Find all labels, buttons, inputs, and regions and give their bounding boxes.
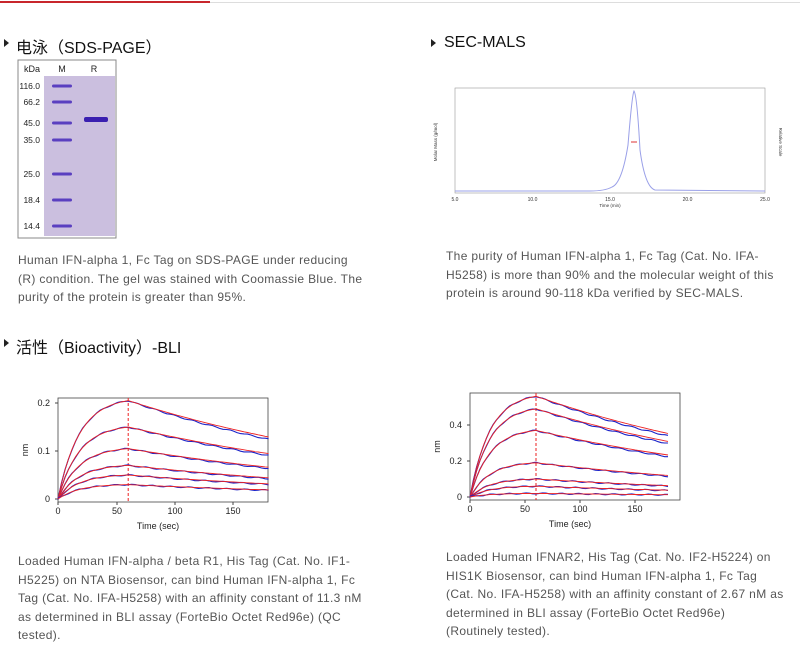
gel (44, 76, 115, 236)
section-title: SEC-MALS (444, 34, 526, 51)
top-accent (0, 1, 210, 3)
gel-header: kDa (24, 64, 40, 74)
marker-label: 18.4 (23, 195, 40, 205)
sec-x-tick: 10.0 (528, 197, 538, 203)
bli-curve (469, 492, 668, 498)
bli-curve (57, 484, 269, 500)
bli-curve (469, 395, 669, 498)
bli-curve (57, 448, 269, 500)
caption: Human IFN-alpha 1, Fc Tag on SDS-PAGE un… (18, 253, 363, 304)
bli-curve (469, 429, 669, 498)
marker-label: 35.0 (23, 135, 40, 145)
bli-curve (469, 485, 669, 498)
bli-curve (57, 400, 269, 500)
x-tick-label: 0 (467, 504, 472, 514)
bli-curve (57, 426, 269, 500)
y-tick-label: 0.1 (37, 446, 50, 456)
bullet (4, 39, 9, 47)
y-tick-label: 0 (45, 494, 50, 504)
y-tick-label: 0 (457, 492, 462, 502)
sec-y-label: Molar Mass (g/mol) (433, 122, 438, 161)
x-tick-label: 100 (167, 506, 182, 516)
bli-curve (469, 461, 669, 498)
section-title: 电泳（SDS-PAGE） (16, 40, 162, 57)
marker-band (52, 224, 72, 228)
y-tick-label: 0.4 (449, 420, 462, 430)
bullet (4, 339, 9, 347)
bli-curve (57, 464, 269, 500)
marker-band (52, 172, 72, 176)
marker-label: 14.4 (23, 221, 40, 231)
y-tick-label: 0.2 (37, 398, 50, 408)
marker-label: 116.0 (19, 81, 40, 91)
gel-header: M (58, 64, 66, 74)
bli-plot (57, 397, 269, 503)
y-axis-label: nm (20, 444, 30, 457)
bli-curve (57, 447, 269, 500)
marker-label: 66.2 (23, 97, 40, 107)
sec-x-tick: 15.0 (605, 197, 615, 203)
x-tick-label: 100 (572, 504, 587, 514)
bli-plot (469, 392, 681, 501)
sec-x-tick: 25.0 (760, 197, 770, 203)
x-axis-label: Time (sec) (137, 521, 179, 531)
caption: Loaded Human IFN-alpha / beta R1, His Ta… (18, 554, 362, 642)
x-tick-label: 150 (627, 504, 642, 514)
bullet (431, 39, 436, 47)
x-tick-label: 150 (225, 506, 240, 516)
section-title: 活性（Bioactivity）-BLI (16, 340, 182, 357)
marker-band (52, 121, 72, 125)
caption: The purity of Human IFN-alpha 1, Fc Tag … (446, 249, 774, 300)
sec-x-tick: 20.0 (683, 197, 693, 203)
bli-curve (469, 408, 669, 498)
sample-band (84, 117, 108, 122)
marker-band (52, 198, 72, 202)
marker-band (52, 138, 72, 142)
sec-plot (454, 87, 766, 194)
x-tick-label: 0 (55, 506, 60, 516)
marker-label: 45.0 (23, 118, 40, 128)
bli-curve (57, 474, 269, 500)
bli-curve (469, 462, 669, 498)
bli-curve (469, 478, 669, 498)
caption: Loaded Human IFNAR2, His Tag (Cat. No. I… (446, 550, 784, 638)
x-tick-label: 50 (112, 506, 122, 516)
sec-x-label: Time (min) (599, 203, 621, 208)
x-tick-label: 50 (520, 504, 530, 514)
top-rule (0, 2, 800, 3)
figures: kDa M R 116.0 66.2 45.0 35.0 25.0 18.4 14.4 5.0 10.… (17, 59, 783, 239)
marker-label: 25.0 (23, 169, 40, 179)
sec-trace (455, 90, 766, 192)
y-axis-label: nm (432, 440, 442, 453)
y-tick-label: 0.2 (449, 456, 462, 466)
gel-header: R (91, 64, 98, 74)
marker-band (52, 84, 72, 88)
x-axis-label: Time (sec) (549, 519, 591, 529)
marker-band (52, 100, 72, 104)
sec-x-tick: 5.0 (452, 197, 459, 203)
sec-y2-label: Relative Scale (778, 128, 783, 157)
bli-curve (57, 426, 269, 500)
